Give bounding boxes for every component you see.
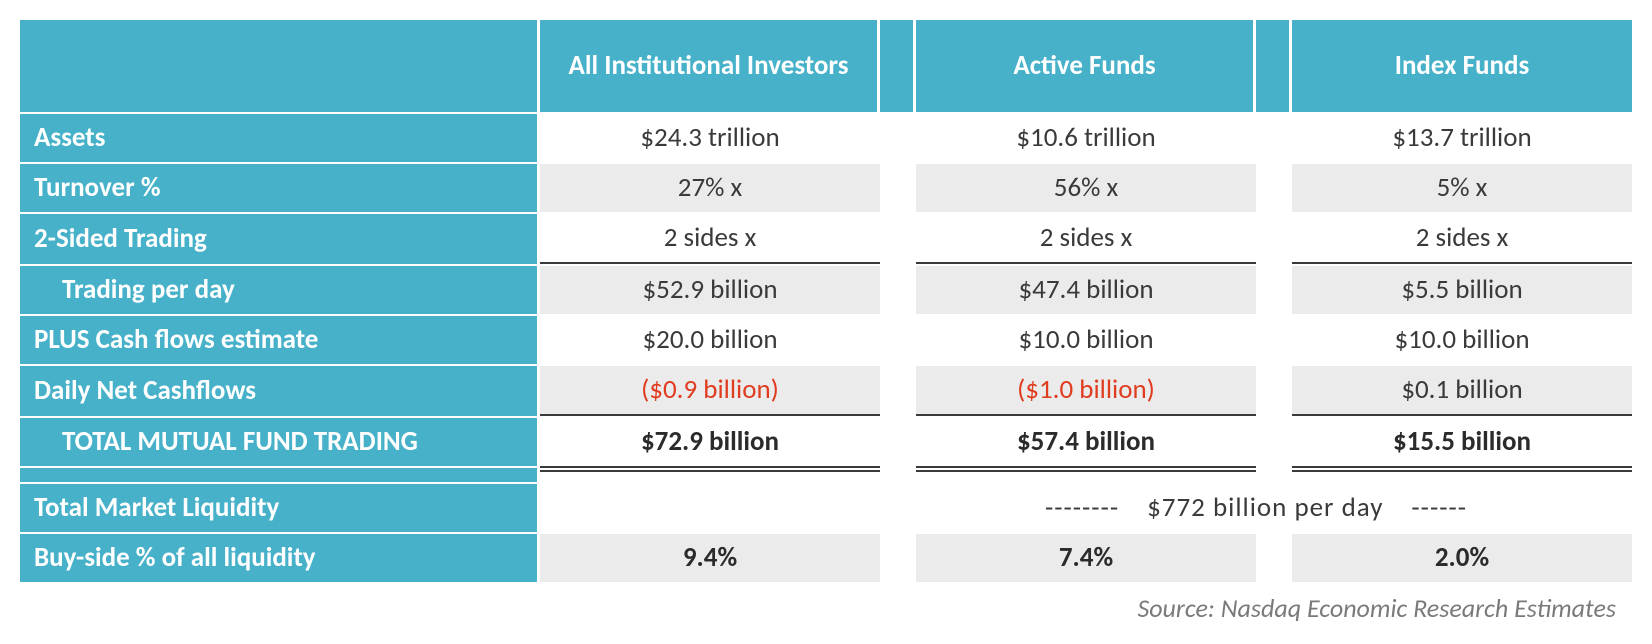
header-index-funds: Index Funds (1292, 20, 1632, 112)
gap (1256, 212, 1292, 264)
spacer (1256, 466, 1292, 482)
table-row: Total Market Liquidity -------- $772 bil… (20, 482, 1632, 532)
header-all-institutional: All Institutional Investors (540, 20, 880, 112)
cell-twosided-active: 2 sides x (916, 212, 1256, 264)
gap (880, 364, 916, 416)
gap (1256, 314, 1292, 364)
gap (880, 314, 916, 364)
spacer (880, 466, 916, 482)
cell-twosided-all: 2 sides x (540, 212, 880, 264)
gap (1256, 364, 1292, 416)
cell-assets-all: $24.3 trillion (540, 112, 880, 162)
table-row: Turnover % 27% x 56% x 5% x (20, 162, 1632, 212)
header-active-funds: Active Funds (916, 20, 1256, 112)
gap (1256, 416, 1292, 466)
row-label-assets: Assets (20, 112, 540, 162)
spacer-row (20, 466, 1632, 482)
cell-dailynet-all: ($0.9 billion) (540, 364, 880, 416)
cell-assets-active: $10.6 trillion (916, 112, 1256, 162)
cell-totaltrading-index: $15.5 billion (1292, 416, 1632, 466)
table-row: 2-Sided Trading 2 sides x 2 sides x 2 si… (20, 212, 1632, 264)
cell-turnover-index: 5% x (1292, 162, 1632, 212)
cell-dailynet-index: $0.1 billion (1292, 364, 1632, 416)
cell-totaltrading-all: $72.9 billion (540, 416, 880, 466)
gap (1256, 112, 1292, 162)
gap (880, 112, 916, 162)
cell-turnover-all: 27% x (540, 162, 880, 212)
cell-buyside-all: 9.4% (540, 532, 880, 582)
table-row: Daily Net Cashflows ($0.9 billion) ($1.0… (20, 364, 1632, 416)
row-label-turnover: Turnover % (20, 162, 540, 212)
spacer (1292, 466, 1632, 482)
cell-buyside-index: 2.0% (1292, 532, 1632, 582)
gap (880, 212, 916, 264)
cell-pluscash-all: $20.0 billion (540, 314, 880, 364)
gap (880, 416, 916, 466)
fund-trading-table: All Institutional Investors Active Funds… (20, 20, 1632, 624)
table-row: TOTAL MUTUAL FUND TRADING $72.9 billion … (20, 416, 1632, 466)
table-row: PLUS Cash flows estimate $20.0 billion $… (20, 314, 1632, 364)
spacer (916, 466, 1256, 482)
row-label-dailynet: Daily Net Cashflows (20, 364, 540, 416)
cell-pluscash-active: $10.0 billion (916, 314, 1256, 364)
table-row: Buy-side % of all liquidity 9.4% 7.4% 2.… (20, 532, 1632, 582)
cell-dailynet-active: ($1.0 billion) (916, 364, 1256, 416)
cell-pluscash-index: $10.0 billion (1292, 314, 1632, 364)
header-gap (1256, 20, 1292, 112)
spacer (540, 466, 880, 482)
cell-assets-index: $13.7 trillion (1292, 112, 1632, 162)
cell-tradingperday-active: $47.4 billion (916, 264, 1256, 314)
table-row: Trading per day $52.9 billion $47.4 bill… (20, 264, 1632, 314)
gap (1256, 532, 1292, 582)
row-label-totalliquidity: Total Market Liquidity (20, 482, 540, 532)
gap (880, 162, 916, 212)
source-attribution: Source: Nasdaq Economic Research Estimat… (20, 582, 1632, 624)
cell-liquidity-span: -------- $772 billion per day ------ (880, 482, 1632, 532)
gap (1256, 162, 1292, 212)
header-blank (20, 20, 540, 112)
gap (1256, 264, 1292, 314)
table-row: Assets $24.3 trillion $10.6 trillion $13… (20, 112, 1632, 162)
header-gap (880, 20, 916, 112)
row-label-totaltrading: TOTAL MUTUAL FUND TRADING (20, 416, 540, 466)
gap (880, 264, 916, 314)
cell-turnover-active: 56% x (916, 162, 1256, 212)
cell-buyside-active: 7.4% (916, 532, 1256, 582)
row-label-tradingperday: Trading per day (20, 264, 540, 314)
gap (880, 532, 916, 582)
cell-tradingperday-all: $52.9 billion (540, 264, 880, 314)
liquidity-text: -------- $772 billion per day ------ (1045, 491, 1467, 524)
row-label-pluscash: PLUS Cash flows estimate (20, 314, 540, 364)
table-header-row: All Institutional Investors Active Funds… (20, 20, 1632, 112)
spacer-label (20, 466, 540, 482)
row-label-twosided: 2-Sided Trading (20, 212, 540, 264)
cell-twosided-index: 2 sides x (1292, 212, 1632, 264)
cell-liquidity-blank (540, 482, 880, 532)
table: All Institutional Investors Active Funds… (20, 20, 1632, 582)
cell-totaltrading-active: $57.4 billion (916, 416, 1256, 466)
cell-tradingperday-index: $5.5 billion (1292, 264, 1632, 314)
row-label-buyside: Buy-side % of all liquidity (20, 532, 540, 582)
